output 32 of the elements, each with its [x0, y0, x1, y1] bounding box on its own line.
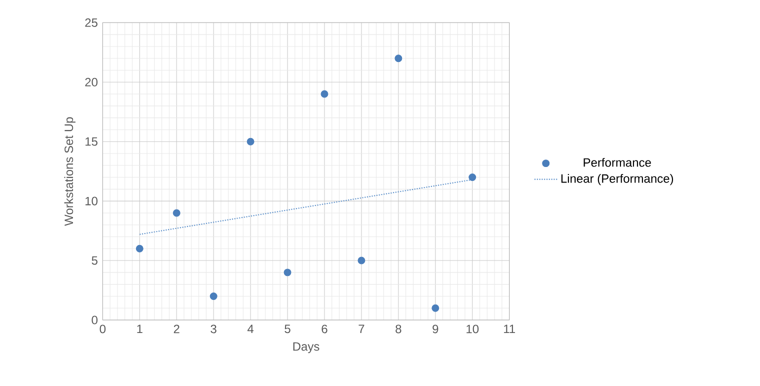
- x-tick-label: 10: [466, 324, 479, 334]
- y-tick-label: 25: [85, 18, 98, 27]
- x-tick-label: 3: [210, 324, 216, 334]
- point: [358, 256, 366, 264]
- y-tick-label: 0: [92, 316, 98, 324]
- point: [210, 292, 218, 300]
- x-tick-label: 1: [137, 324, 142, 333]
- x-axis-title: Days: [293, 342, 320, 354]
- point: [432, 304, 440, 312]
- x-tick-label: 7: [358, 324, 364, 333]
- x-tick-label: 0: [100, 324, 106, 334]
- y-tick-label: 5: [92, 256, 98, 265]
- x-tick-label: 9: [432, 324, 438, 334]
- point: [394, 54, 402, 62]
- x-tick-label: 8: [396, 324, 402, 334]
- y-tick-label: 15: [86, 137, 98, 146]
- point: [246, 138, 254, 146]
- y-axis-title: Workstations Set Up: [64, 117, 76, 226]
- point: [468, 174, 476, 182]
- point: [172, 209, 180, 217]
- legend-label: Linear (Performance): [561, 174, 674, 186]
- point: [320, 90, 328, 98]
- x-tick-label: 2: [174, 324, 180, 334]
- point: [284, 268, 292, 276]
- x-tick-label: 4: [247, 324, 254, 333]
- x-tick-label: 6: [322, 324, 328, 334]
- x-tick-label: 11: [504, 324, 515, 333]
- y-tick-label: 10: [86, 196, 98, 206]
- y-tick-label: 20: [85, 78, 98, 86]
- x-tick-label: 5: [284, 324, 290, 334]
- point: [136, 244, 144, 252]
- text: Performance: [584, 158, 651, 167]
